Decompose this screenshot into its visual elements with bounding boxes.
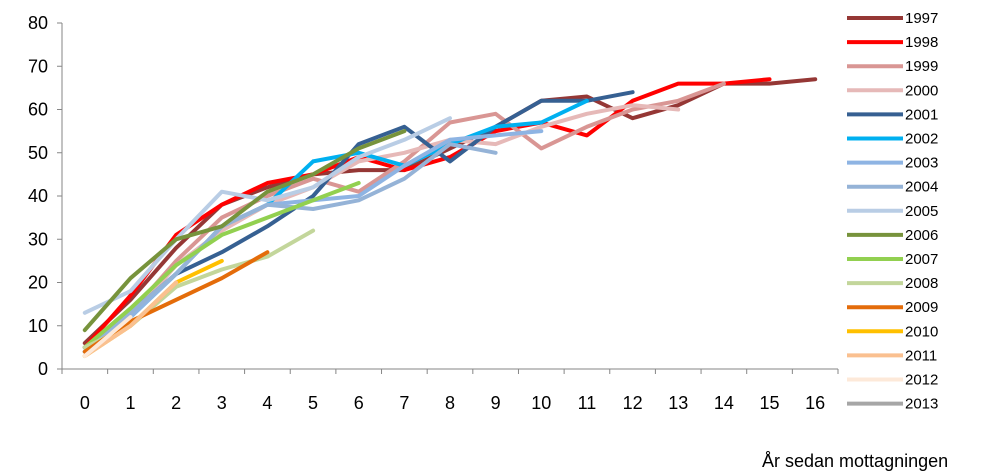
legend-label-2000: 2000 <box>905 82 938 99</box>
x-tick-label: 14 <box>714 393 734 413</box>
x-tick-label: 9 <box>491 393 501 413</box>
x-tick-label: 7 <box>399 393 409 413</box>
x-axis-title: År sedan mottagningen <box>762 451 949 471</box>
series-line-2000 <box>82 103 681 354</box>
y-tick-label: 80 <box>28 13 48 33</box>
legend-label-2010: 2010 <box>905 323 938 340</box>
y-tick-label: 50 <box>28 143 48 163</box>
series-line-2007 <box>82 181 361 350</box>
legend-label-1998: 1998 <box>905 34 938 51</box>
y-tick-label: 60 <box>28 100 48 120</box>
x-tick-label: 5 <box>308 393 318 413</box>
legend-label-2005: 2005 <box>905 203 938 220</box>
chart-series-lines <box>82 77 818 358</box>
y-tick-label: 30 <box>28 229 48 249</box>
series-line-1998 <box>82 77 772 350</box>
series-line-2005 <box>82 116 452 315</box>
series-line-2012 <box>82 315 133 358</box>
chart-legend: 1997 1998 1999 2000 2001 2002 2003 2004 2005 2006… <box>847 10 938 413</box>
series-line-2006 <box>82 129 407 333</box>
series-line-2001 <box>82 90 635 350</box>
legend-label-1997: 1997 <box>905 10 938 27</box>
y-tick-label: 10 <box>28 316 48 336</box>
x-tick-label: 8 <box>445 393 455 413</box>
x-tick-label: 15 <box>760 393 780 413</box>
legend-label-2007: 2007 <box>905 251 938 268</box>
x-tick-label: 1 <box>125 393 135 413</box>
legend-label-2004: 2004 <box>905 179 938 196</box>
x-tick-label: 16 <box>805 393 825 413</box>
x-tick-label: 6 <box>354 393 364 413</box>
x-tick-label: 13 <box>668 393 688 413</box>
x-tick-label: 11 <box>578 393 597 413</box>
series-line-1997 <box>82 77 818 346</box>
x-tick-label: 12 <box>623 393 643 413</box>
x-tick-label: 0 <box>80 393 90 413</box>
x-tick-label: 2 <box>171 393 181 413</box>
y-tick-label: 0 <box>38 359 48 379</box>
y-tick-label: 20 <box>28 273 48 293</box>
y-tick-label: 70 <box>28 56 48 76</box>
legend-label-2002: 2002 <box>905 131 938 148</box>
legend-label-2013: 2013 <box>905 396 938 413</box>
legend-label-2003: 2003 <box>905 155 938 172</box>
series-line-1999 <box>82 81 726 350</box>
series-line-2011 <box>82 280 179 358</box>
y-axis-ticks: 0 10 20 30 40 50 60 70 80 <box>28 13 62 379</box>
x-axis-ticks: 0 1 2 3 4 5 6 7 8 9 10 11 12 13 14 15 16 <box>61 369 839 413</box>
chart-axes <box>61 23 838 370</box>
legend-label-2012: 2012 <box>905 372 938 389</box>
legend-label-2006: 2006 <box>905 227 938 244</box>
legend-label-2011: 2011 <box>905 347 937 364</box>
x-tick-label: 3 <box>217 393 227 413</box>
y-tick-label: 40 <box>28 186 48 206</box>
legend-label-2001: 2001 <box>905 106 938 123</box>
x-tick-label: 10 <box>531 393 551 413</box>
legend-label-1999: 1999 <box>905 58 938 75</box>
x-tick-label: 4 <box>262 393 272 413</box>
legend-label-2009: 2009 <box>905 299 938 316</box>
legend-label-2008: 2008 <box>905 275 938 292</box>
